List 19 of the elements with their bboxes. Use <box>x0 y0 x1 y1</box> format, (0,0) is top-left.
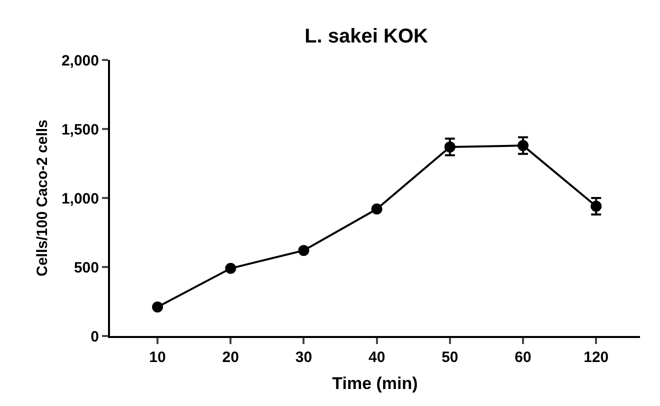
y-axis-title: Cells/100 Caco-2 cells <box>34 120 52 276</box>
y-tick-label: 500 <box>74 259 99 276</box>
y-tick-label: 1,000 <box>61 190 99 208</box>
point <box>225 262 236 274</box>
x-tick-label: 60 <box>514 349 532 366</box>
y-tick-label: 1,500 <box>61 121 99 138</box>
x-tick-label: 30 <box>295 349 312 366</box>
point <box>152 302 164 313</box>
point <box>371 204 382 215</box>
x-tick-label: 40 <box>368 349 386 366</box>
x-tick-label: 10 <box>149 349 166 366</box>
x-tick-label: 120 <box>584 349 609 366</box>
y-tick-label: 2,000 <box>61 52 99 70</box>
x-tick-label: 50 <box>442 349 458 366</box>
point <box>298 244 310 256</box>
y-tick-label: 0 <box>90 328 99 346</box>
chart-title: L. sakei KOK <box>304 25 429 48</box>
x-tick-label: 20 <box>222 349 239 366</box>
x-axis-title: Time (min) <box>332 374 418 393</box>
